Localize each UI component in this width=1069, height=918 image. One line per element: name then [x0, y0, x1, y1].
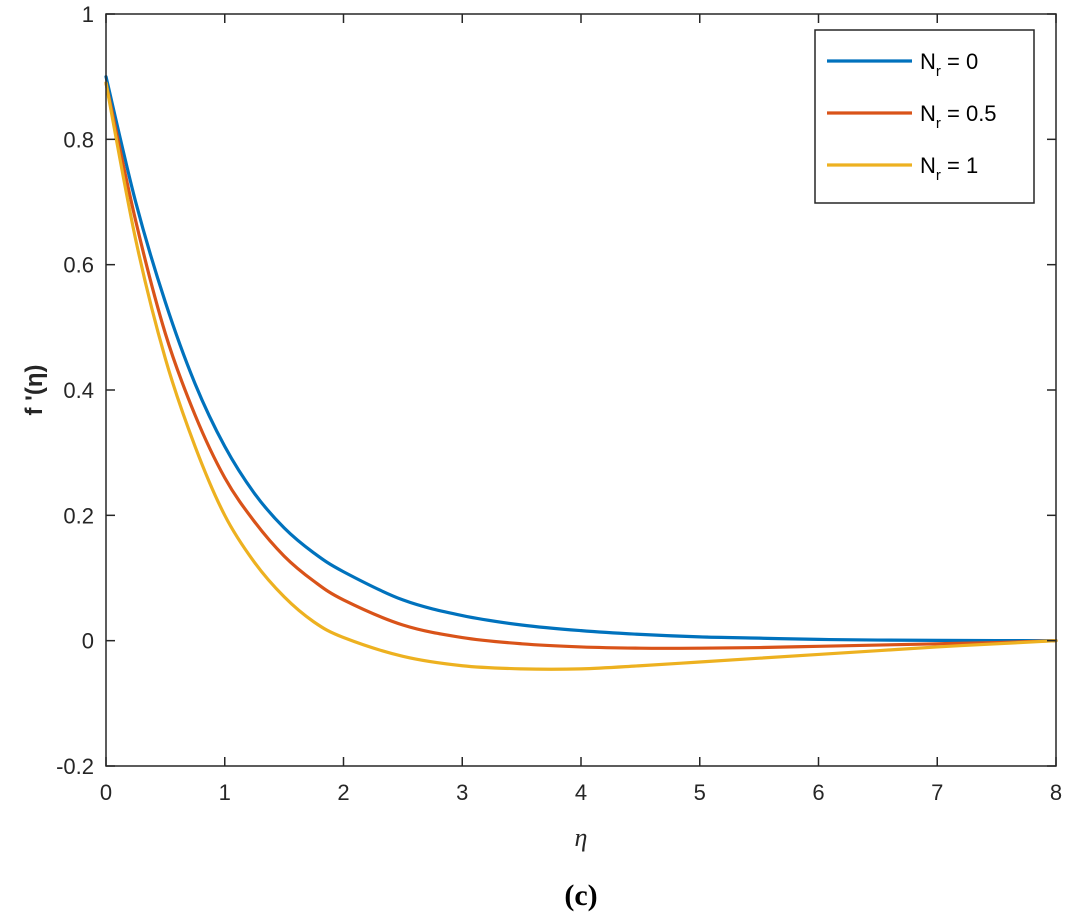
x-tick-label: 1 [219, 780, 231, 805]
y-axis-label: f '(η) [21, 364, 48, 415]
series-line-2 [104, 81, 1058, 650]
legend-box [814, 29, 1035, 204]
x-tick-label: 3 [456, 780, 468, 805]
x-tick-label: 5 [694, 780, 706, 805]
legend-label-3: Nr = 1 [920, 153, 978, 184]
x-tick-label: 0 [100, 780, 112, 805]
x-tick-label: 6 [812, 780, 824, 805]
series-line-3 [104, 81, 1058, 671]
legend-items: Nr = 0 Nr = 0.5 Nr = 1 [827, 49, 997, 184]
legend-label-2: Nr = 0.5 [920, 101, 997, 132]
legend: Nr = 0 Nr = 0.5 Nr = 1 [814, 29, 1035, 204]
series-layer [104, 75, 1058, 671]
y-tick-label: 0 [82, 629, 94, 654]
tick-layer: 0 1 2 3 4 5 6 7 8-0.200.20.40.60.81 [56, 2, 1062, 805]
x-axis-label: η [575, 823, 588, 852]
y-tick-label: 1 [82, 2, 94, 27]
y-tick-label: 0.6 [63, 253, 94, 278]
series-line-1 [104, 75, 1058, 643]
y-tick-label: -0.2 [56, 754, 94, 779]
x-tick-label: 8 [1050, 780, 1062, 805]
y-tick-label: 0.8 [63, 127, 94, 152]
x-tick-label: 2 [337, 780, 349, 805]
x-tick-label: 7 [931, 780, 943, 805]
figure-caption: (c) [564, 879, 597, 912]
y-tick-label: 0.2 [63, 503, 94, 528]
y-tick-label: 0.4 [63, 378, 94, 403]
legend-label-1: Nr = 0 [920, 49, 978, 80]
x-tick-label: 4 [575, 780, 587, 805]
